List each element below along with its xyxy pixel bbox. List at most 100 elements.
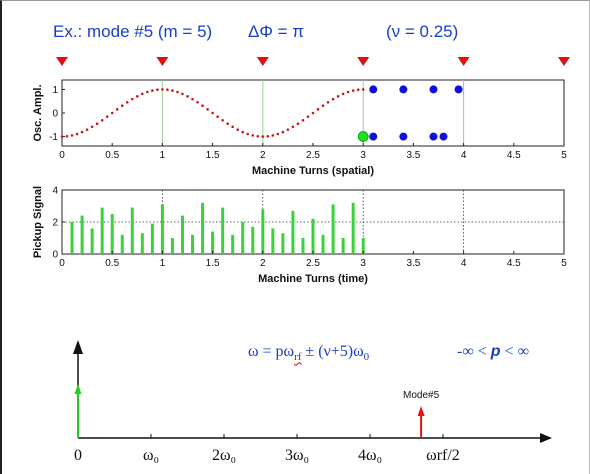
frequency-spectrum: 0 ω₀ 2ω₀ 3ω₀ 4ω₀ ωrf/2 Mode#5	[73, 340, 552, 464]
pickup-bar	[241, 222, 245, 254]
frequency-label: 0	[74, 447, 82, 464]
cosine-sample-point	[90, 125, 94, 129]
pickup-bar	[201, 202, 205, 254]
cosine-sample-point	[120, 104, 124, 108]
plot2-x-tick-label: 4.5	[507, 258, 521, 269]
pickup-bar	[160, 204, 164, 254]
cosine-sample-point	[306, 115, 310, 118]
cosine-sample-point	[206, 108, 209, 111]
plot1-y-label: Osc. Ampl.	[32, 84, 44, 141]
harmonic-range: -∞ < p < ∞	[457, 343, 529, 361]
mode5-line-arrow	[417, 406, 425, 416]
cosine-sample-point	[221, 118, 224, 122]
pickup-bar	[120, 234, 124, 254]
pickup-bar	[351, 202, 355, 254]
cosine-sample-point	[266, 134, 270, 138]
particle-dot	[369, 85, 378, 94]
particle-dot	[369, 132, 378, 141]
cosine-sample-point	[236, 128, 239, 131]
plot2-y-label: Pickup Signal	[32, 186, 44, 258]
pickup-bar	[281, 233, 285, 254]
cosine-sample-point	[321, 104, 325, 108]
pickup-bar	[180, 215, 184, 254]
plot1-x-label: Machine Turns (spatial)	[252, 165, 374, 177]
cosine-sample-point	[156, 88, 159, 92]
cosine-sample-point	[231, 125, 234, 129]
cosine-sample-point	[105, 115, 109, 118]
cosine-sample-point	[181, 92, 184, 96]
plot2-x-tick-label: 3	[360, 258, 366, 269]
particle-dot	[399, 132, 408, 141]
cosine-sample-point	[246, 132, 250, 136]
marker-triangle	[56, 57, 68, 66]
plot2-x-tick-label: 1.5	[206, 258, 220, 269]
mode5-label: Mode#5	[403, 390, 440, 401]
tune-value: (ν = 0.25)	[386, 22, 459, 41]
cosine-sample-point	[136, 95, 139, 98]
cosine-sample-point	[60, 135, 64, 138]
cosine-sample-point	[115, 108, 119, 111]
plot1-x-tick-label: 0.5	[105, 150, 119, 161]
pickup-bar	[261, 209, 265, 254]
marker-triangle	[256, 57, 269, 66]
pickup-bar	[341, 238, 345, 254]
cosine-sample-point	[161, 88, 164, 91]
cosine-sample-point	[296, 122, 300, 126]
spectrum-labels: 0 ω₀ 2ω₀ 3ω₀ 4ω₀ ωrf/2	[74, 434, 460, 464]
cosine-sample-point	[276, 132, 280, 136]
cosine-sample-point	[201, 104, 204, 108]
cosine-sample-point	[176, 90, 179, 94]
plot1-x-tick-label: 1	[160, 150, 166, 161]
pickup-bar	[150, 223, 154, 254]
particle-dot	[399, 85, 408, 94]
plot2-y-tick-label: 0	[52, 250, 58, 261]
cosine-sample-point	[130, 97, 134, 101]
range-end: < ∞	[504, 343, 529, 360]
pickup-bar	[291, 210, 295, 254]
cosine-sample-point	[291, 125, 295, 129]
oscillation-plot: 0 0.5 1 1.5 2 2.5 3 3.5 4 4.5 5 10-1 Machine Turns…	[32, 79, 567, 177]
pickup-bar	[301, 238, 305, 254]
pickup-bar	[221, 207, 225, 254]
cosine-sample-point	[241, 130, 245, 134]
plot1-series	[60, 85, 463, 142]
plot2-x-tick-label: 2.5	[306, 258, 320, 269]
plot1-x-tick-label: 3.5	[406, 150, 420, 161]
plot1-x-tick-label: 2.5	[306, 150, 320, 161]
frequency-formula: ω = pωrf ± (ν+5)ω0	[248, 343, 369, 363]
frequency-label: 3ω₀	[285, 447, 309, 464]
plot2-x-tick-label: 4	[461, 258, 467, 269]
cosine-sample-point	[146, 90, 149, 94]
cosine-sample-point	[261, 135, 265, 138]
range-start: -∞ <	[457, 343, 487, 360]
pickup-bar	[170, 238, 174, 254]
pickup-bar	[271, 228, 275, 254]
harmonic-p: p	[490, 343, 501, 360]
current-turn-point	[357, 131, 369, 142]
plot1-x-tick-label: 4.5	[507, 150, 521, 161]
plot1-x-tick-label: 0	[59, 150, 65, 161]
cosine-sample-point	[95, 122, 99, 126]
formula-pm: ± (ν+5)ω	[301, 343, 364, 360]
plot2-x-tick-label: 2	[260, 258, 266, 269]
cosine-sample-point	[191, 97, 194, 101]
plot2-y-tick-label: 2	[52, 218, 58, 229]
plot1-x-tick-label: 3	[360, 150, 366, 161]
cosine-sample-point	[65, 134, 69, 138]
plot1-x-tick-label: 1.5	[206, 150, 220, 161]
pickup-bar	[191, 234, 195, 254]
cosine-sample-point	[186, 95, 189, 98]
pickup-bar	[251, 226, 255, 254]
cosine-sample-point	[141, 92, 144, 96]
frequency-label: ωrf/2	[426, 447, 460, 464]
marker-triangle	[457, 57, 470, 66]
cosine-sample-point	[256, 134, 260, 138]
plot2-y-ticks: 4 2 0	[52, 186, 65, 261]
pickup-bar	[231, 234, 235, 254]
pickup-plot: 0 0.5 1 1.5 2 2.5 3 3.5 4 4.5 5 4 2 0 Machine Turns …	[32, 186, 567, 286]
cosine-sample-point	[336, 95, 340, 98]
cosine-sample-point	[226, 122, 229, 126]
pickup-bar	[311, 218, 315, 254]
particle-dot	[429, 85, 438, 94]
cosine-sample-point	[341, 92, 345, 96]
